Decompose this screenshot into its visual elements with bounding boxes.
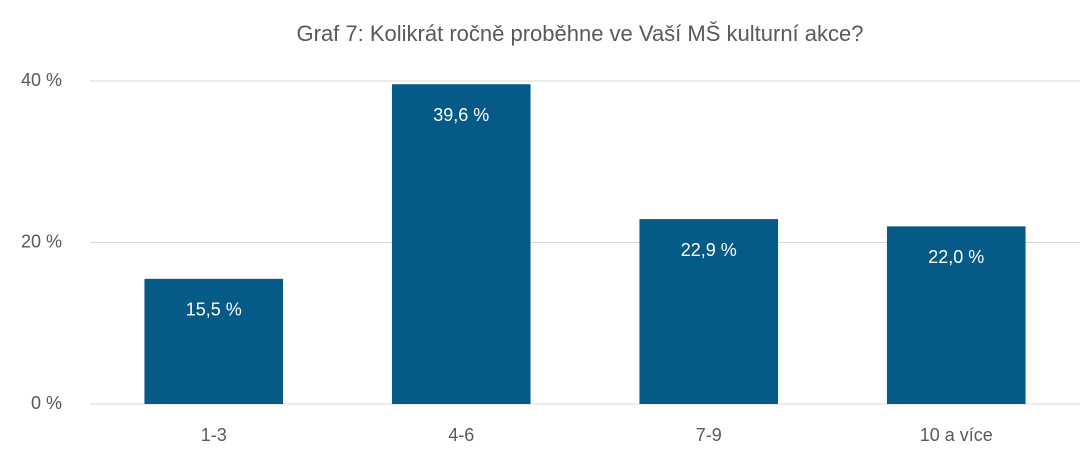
data-label: 22,0 % <box>928 247 984 267</box>
y-tick-label: 40 % <box>21 70 62 90</box>
bar <box>144 278 284 404</box>
bar <box>391 84 531 404</box>
chart-title: Graf 7: Kolikrát ročně proběhne ve Vaší … <box>297 21 864 46</box>
y-tick-label: 0 % <box>31 393 62 413</box>
bar <box>639 219 779 404</box>
y-tick-label: 20 % <box>21 231 62 251</box>
data-label: 39,6 % <box>433 105 489 125</box>
x-tick-label: 1-3 <box>201 425 227 445</box>
x-tick-label: 7-9 <box>696 425 722 445</box>
data-label: 22,9 % <box>681 240 737 260</box>
x-tick-label: 4-6 <box>448 425 474 445</box>
bar <box>886 226 1026 404</box>
data-label: 15,5 % <box>186 300 242 320</box>
x-tick-label: 10 a více <box>920 425 993 445</box>
